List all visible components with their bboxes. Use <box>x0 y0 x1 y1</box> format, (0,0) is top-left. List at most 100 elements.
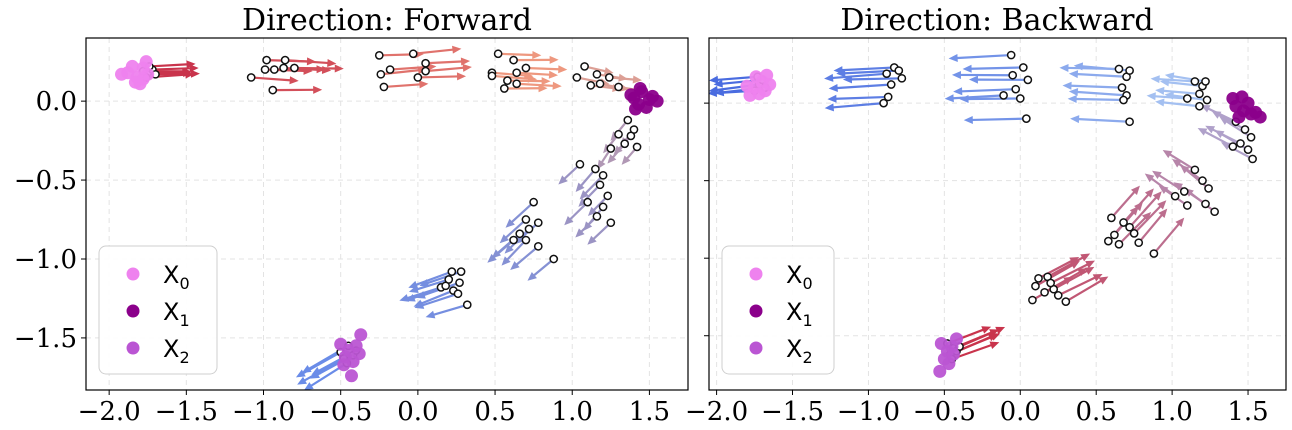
trajectory-arrow-head <box>579 190 589 200</box>
trajectory-arrow-shaft <box>1221 133 1250 151</box>
legend-box <box>98 245 218 375</box>
legend-marker-x1 <box>749 304 763 318</box>
panel-backward-y-axis <box>704 102 709 337</box>
trajectory-arrow-shaft <box>1034 264 1074 288</box>
trajectory-point-marker <box>512 68 522 78</box>
point-x0 <box>752 87 766 101</box>
trajectory-point-marker <box>1195 89 1204 99</box>
trajectory-point-marker <box>1179 187 1189 196</box>
trajectory-point-marker <box>376 69 386 79</box>
trajectory-arrow-head <box>824 103 835 112</box>
trajectory-arrow-shaft <box>971 117 1028 122</box>
trajectory-arrow-head <box>587 235 597 245</box>
trajectory-arrow-head <box>1173 182 1184 191</box>
trajectory-arrow-head <box>575 182 585 193</box>
trajectory-arrow-shaft <box>1167 81 1204 88</box>
point-x1 <box>629 102 643 116</box>
trajectory-point-marker <box>1149 249 1159 258</box>
trajectory-point-marker <box>883 92 893 102</box>
trajectory-arrow-head <box>549 55 559 64</box>
trajectory-arrow-head <box>981 326 992 334</box>
trajectory-point-marker <box>447 267 457 276</box>
trajectory-arrow-shaft <box>956 53 1013 60</box>
trajectory-arrow-head <box>575 228 585 238</box>
trajectory-arrow-head <box>297 376 307 385</box>
trajectory-point-marker <box>595 79 605 89</box>
trajectory-arrow-head <box>827 94 837 103</box>
trajectory-arrow-head <box>1162 149 1173 159</box>
trajectory-point-marker <box>533 218 543 228</box>
x-tick-label: −1.0 <box>232 397 295 427</box>
trajectory-markers <box>750 50 1257 364</box>
trajectory-point-marker <box>580 62 589 71</box>
panel-backward-plot-area <box>709 50 1267 378</box>
trajectory-point-marker <box>1061 297 1071 306</box>
trajectory-arrow-shaft <box>836 83 893 90</box>
trajectory-point-marker <box>1195 101 1204 111</box>
trajectory-arrow-head <box>963 115 973 124</box>
x-tick-label: −2.0 <box>685 397 748 427</box>
trajectory-arrow-head <box>1155 98 1165 107</box>
trajectory-point-marker <box>1119 218 1128 227</box>
trajectory-point-marker <box>591 164 600 174</box>
trajectory-point-marker <box>521 215 531 224</box>
trajectory-arrow-shaft <box>970 66 1025 70</box>
panel-forward-x-axis: −2.0 −1.5 −1.0 −0.5 0.0 0.5 1.0 1.5 <box>78 390 670 427</box>
point-x2 <box>334 337 348 351</box>
trajectory-arrow-head <box>578 197 588 207</box>
trajectory-point-marker <box>1011 84 1021 94</box>
point-x1 <box>639 100 653 114</box>
trajectory-point-marker <box>623 115 633 125</box>
trajectory-point-marker <box>260 65 270 74</box>
trajectory-point-marker <box>572 73 582 82</box>
trajectory-arrow-shaft <box>831 72 888 80</box>
trajectory-point-marker <box>421 66 430 76</box>
trajectory-arrow-head <box>327 58 337 67</box>
trajectory-arrow-shaft <box>967 97 1022 101</box>
legend-subscript: 0 <box>802 274 812 293</box>
trajectory-arrow-head <box>527 74 538 83</box>
trajectory-point-marker <box>897 73 907 83</box>
point-x0 <box>740 79 754 93</box>
trajectory-arrow-shaft <box>1162 89 1201 95</box>
trajectory-point-marker <box>280 55 290 65</box>
trajectory-arrow-head <box>1141 211 1152 222</box>
trajectory-arrow-head <box>1069 260 1080 269</box>
trajectory-arrow-head <box>1159 78 1170 87</box>
trajectory-point-marker <box>268 85 278 95</box>
point-x2 <box>352 347 366 361</box>
trajectory-arrow-shaft <box>524 66 560 71</box>
trajectory-arrow-head <box>1077 268 1088 277</box>
trajectory-arrow-head <box>583 221 593 231</box>
trajectory-point-marker <box>408 49 418 59</box>
trajectory-arrow-shaft <box>302 351 342 375</box>
trajectory-arrow-shaft <box>284 58 329 65</box>
trajectory-point-marker <box>421 58 430 68</box>
trajectory-arrow-head <box>532 51 542 60</box>
trajectory-point-marker <box>462 300 472 310</box>
trajectory-point-marker <box>521 63 531 73</box>
trajectory-point-marker <box>1006 50 1016 60</box>
trajectory-point-marker <box>1028 295 1037 305</box>
x-tick-label: −1.5 <box>155 397 218 427</box>
trajectory-arrow-shaft <box>420 289 455 305</box>
trajectory-arrow-head <box>824 73 834 82</box>
trajectory-arrow-head <box>1150 75 1160 84</box>
panel-forward: Direction: Forward −2.0 −1.5 −1.0 −0.5 0.0 0.… <box>14 3 689 427</box>
trajectory-point-marker <box>1046 278 1055 288</box>
trajectory-arrow-head <box>828 83 838 92</box>
trajectory-arrow-head <box>419 279 430 287</box>
trajectory-arrow-head <box>1059 63 1069 72</box>
x-tick-label: 0.0 <box>397 397 438 427</box>
trajectory-arrow-head <box>321 66 332 75</box>
trajectory-point-marker <box>603 191 613 201</box>
legend-box <box>721 245 835 375</box>
point-x1 <box>633 82 647 96</box>
trajectory-arrow-shaft <box>1185 169 1210 190</box>
trajectory-arrow-head <box>953 87 963 96</box>
panel-backward-x-axis: −2.0 −1.5 −1.0 −0.5 0.0 0.5 1.0 1.5 <box>685 390 1269 427</box>
trajectory-arrow-head <box>1069 256 1080 265</box>
point-x0 <box>139 55 153 69</box>
trajectory-point-marker <box>1190 165 1200 175</box>
trajectory-arrow-shaft <box>1207 107 1237 123</box>
